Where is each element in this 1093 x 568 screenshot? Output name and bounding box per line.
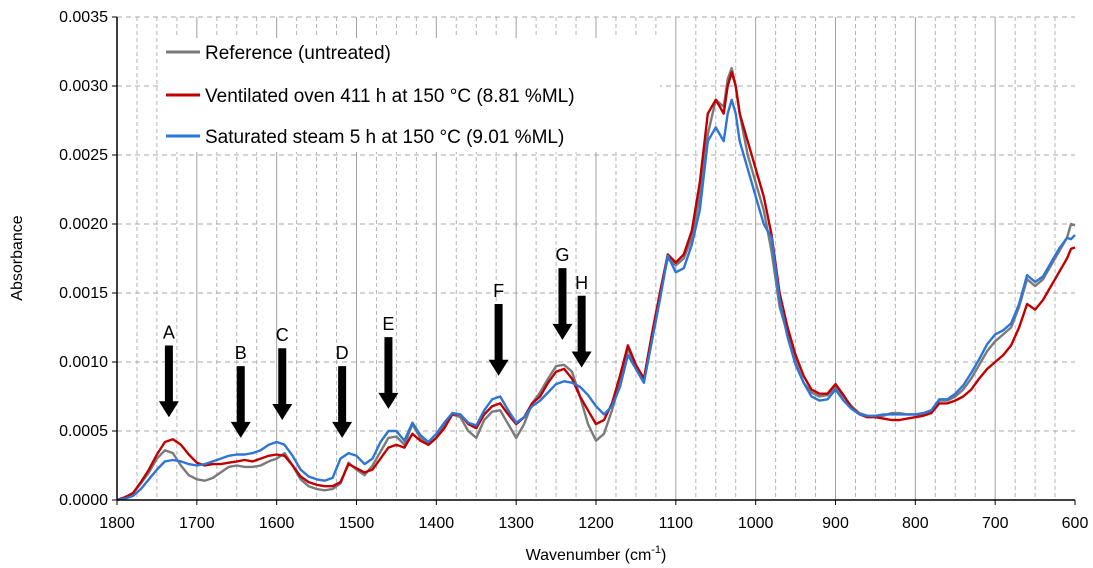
- y-tick-label: 0.0035: [59, 9, 108, 26]
- peak-marker-e: E: [378, 314, 399, 409]
- y-tick-label: 0.0015: [59, 285, 108, 302]
- x-tick-label: 700: [982, 515, 1009, 532]
- arrow-down-icon: [552, 268, 573, 340]
- peak-marker-a: A: [158, 322, 179, 418]
- peak-marker-label: B: [235, 343, 247, 363]
- y-axis-title: Absorbance: [9, 215, 26, 300]
- x-axis-title: Wavenumber (cm-1): [526, 544, 667, 564]
- peak-markers: A B C D E F GH: [158, 245, 592, 438]
- x-axis-title-main: Wavenumber (cm: [526, 547, 652, 564]
- arrow-down-icon: [158, 345, 179, 418]
- peak-marker-d: D: [332, 343, 353, 438]
- legend-label-saturated-steam: Saturated steam 5 h at 150 °C (9.01 %ML): [205, 127, 564, 148]
- x-tick-label: 1200: [578, 515, 614, 532]
- x-tick-label: 900: [822, 515, 849, 532]
- legend: Reference (untreated) Ventilated oven 41…: [160, 38, 660, 152]
- x-tick-label: 1000: [738, 515, 774, 532]
- x-tick-label: 1100: [659, 515, 694, 532]
- y-tick-label: 0.0010: [59, 354, 108, 371]
- legend-label-reference: Reference (untreated): [205, 43, 391, 64]
- x-axis-title-superscript: -1: [651, 544, 661, 556]
- y-tick-label: 0.0020: [59, 216, 108, 233]
- peak-marker-label: C: [276, 325, 289, 345]
- x-tick-label: 1600: [259, 515, 295, 532]
- x-tick-label: 1800: [99, 515, 135, 532]
- legend-label-ventilated-oven: Ventilated oven 411 h at 150 °C (8.81 %M…: [205, 86, 575, 107]
- peak-marker-label: H: [575, 273, 588, 293]
- peak-marker-label: F: [493, 281, 504, 301]
- x-tick-label: 1700: [179, 515, 215, 532]
- series-line-2: [116, 98, 1076, 502]
- peak-marker-g: G: [552, 245, 573, 340]
- y-tick-label: 0.0025: [59, 147, 108, 164]
- peak-marker-f: F: [488, 281, 509, 376]
- arrow-down-icon: [571, 295, 592, 368]
- series-lines: [116, 66, 1076, 502]
- x-tick-label: 1300: [498, 515, 534, 532]
- peak-marker-label: G: [555, 245, 569, 265]
- peak-marker-label: E: [382, 314, 394, 334]
- y-tick-label: 0.0000: [59, 492, 108, 509]
- legend-background: [160, 38, 660, 152]
- x-tick-label: 800: [902, 515, 929, 532]
- x-tick-label: 1400: [419, 515, 455, 532]
- peak-marker-c: C: [272, 325, 293, 420]
- arrow-down-icon: [332, 366, 353, 438]
- arrow-down-icon: [272, 348, 293, 420]
- peak-marker-b: B: [230, 343, 251, 438]
- y-tick-label: 0.0005: [59, 423, 108, 440]
- arrow-down-icon: [378, 337, 399, 409]
- peak-marker-label: A: [163, 322, 175, 342]
- x-tick-label: 600: [1062, 515, 1089, 532]
- arrow-down-icon: [230, 366, 251, 438]
- tick-labels: 1800 1700 1600 1500 1400 1300 1200 1100 1000 900 8…: [59, 9, 1088, 532]
- arrow-down-icon: [488, 304, 509, 376]
- peak-marker-h: H: [571, 273, 592, 368]
- peak-marker-label: D: [336, 343, 349, 363]
- axes: [112, 16, 1076, 505]
- y-tick-label: 0.0030: [59, 78, 108, 95]
- x-tick-label: 1500: [339, 515, 375, 532]
- x-axis-title-end: ): [661, 547, 666, 564]
